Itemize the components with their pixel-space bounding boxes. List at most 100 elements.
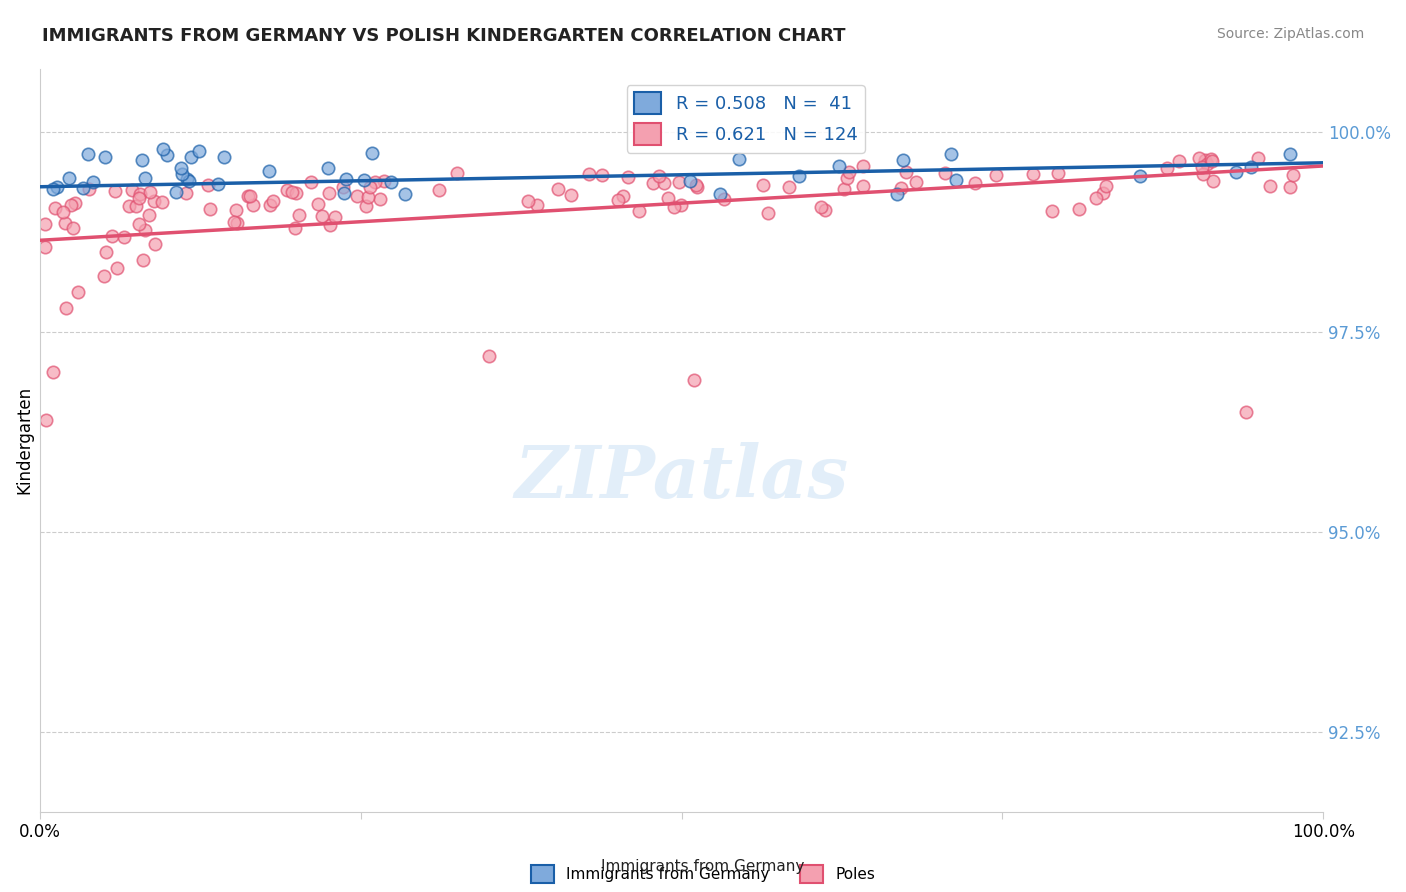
Point: [63, 196, 86, 211]
Point: [259, 198, 281, 212]
Point: [359, 179, 381, 194]
Point: [121, 183, 143, 197]
Point: [35, 413, 58, 427]
Point: [1129, 169, 1152, 184]
Point: [276, 183, 298, 197]
Point: [239, 188, 262, 202]
Point: [1282, 168, 1305, 182]
Point: [641, 176, 664, 190]
Point: [128, 217, 150, 231]
Point: [478, 349, 501, 363]
Point: [197, 178, 219, 193]
Point: [547, 181, 569, 195]
Point: [354, 198, 377, 212]
Point: [446, 166, 468, 180]
Point: [180, 150, 202, 164]
Point: [368, 192, 391, 206]
Point: [165, 185, 187, 199]
Point: [1046, 166, 1069, 180]
Point: [288, 208, 311, 222]
Y-axis label: Kindergarten: Kindergarten: [15, 386, 32, 494]
Point: [886, 187, 908, 202]
Point: [890, 181, 912, 195]
Point: [94, 150, 117, 164]
Point: [1234, 405, 1257, 419]
Point: [1225, 165, 1247, 179]
Point: [280, 185, 302, 199]
Text: ZIPatlas: ZIPatlas: [515, 442, 849, 513]
Point: [669, 198, 692, 212]
Point: [333, 186, 356, 200]
Point: [1279, 147, 1302, 161]
Point: [150, 194, 173, 209]
Point: [756, 206, 779, 220]
Point: [1199, 152, 1222, 166]
Point: [353, 173, 375, 187]
Point: [176, 172, 198, 186]
Point: [363, 175, 385, 189]
Point: [93, 269, 115, 284]
Point: [662, 200, 685, 214]
Point: [187, 144, 209, 158]
Point: [139, 185, 162, 199]
Point: [1092, 186, 1115, 201]
Point: [323, 211, 346, 225]
Point: [42, 365, 65, 379]
Point: [42, 182, 65, 196]
Point: [905, 175, 928, 189]
Point: [152, 142, 174, 156]
Point: [837, 171, 859, 186]
Point: [934, 166, 956, 180]
Point: [53, 216, 76, 230]
Point: [828, 159, 851, 173]
Point: [225, 202, 247, 217]
Point: [578, 168, 600, 182]
Point: [172, 168, 194, 182]
Point: [174, 186, 197, 200]
Point: [1084, 191, 1107, 205]
Point: [34, 217, 56, 231]
Point: [778, 179, 800, 194]
Point: [685, 178, 707, 192]
Point: [1040, 204, 1063, 219]
Point: [179, 174, 201, 188]
Point: [299, 175, 322, 189]
Point: [59, 198, 82, 212]
Point: [652, 177, 675, 191]
Point: [1156, 161, 1178, 175]
Point: [77, 181, 100, 195]
Point: [198, 202, 221, 216]
Point: [82, 175, 104, 189]
Point: [55, 301, 77, 316]
Point: [591, 168, 613, 182]
Point: [834, 182, 856, 196]
Point: [170, 161, 193, 175]
Point: [131, 253, 153, 268]
Point: [67, 285, 90, 300]
Point: [686, 180, 709, 194]
Point: [986, 168, 1008, 182]
Point: [713, 192, 735, 206]
Point: [44, 201, 66, 215]
Point: [45, 179, 67, 194]
Point: [965, 176, 987, 190]
Point: [129, 186, 152, 201]
Point: [96, 244, 118, 259]
Point: [852, 179, 875, 194]
Point: [34, 240, 56, 254]
Point: [318, 186, 340, 200]
Point: [1201, 153, 1223, 168]
Point: [728, 153, 751, 167]
Point: [1278, 179, 1301, 194]
Point: [224, 215, 246, 229]
Point: [810, 200, 832, 214]
Point: [1194, 153, 1216, 167]
Point: [143, 236, 166, 251]
Point: [787, 169, 810, 183]
Point: [1202, 174, 1225, 188]
Point: [125, 199, 148, 213]
Point: [207, 178, 229, 192]
Point: [427, 183, 450, 197]
Point: [242, 198, 264, 212]
Point: [373, 174, 395, 188]
